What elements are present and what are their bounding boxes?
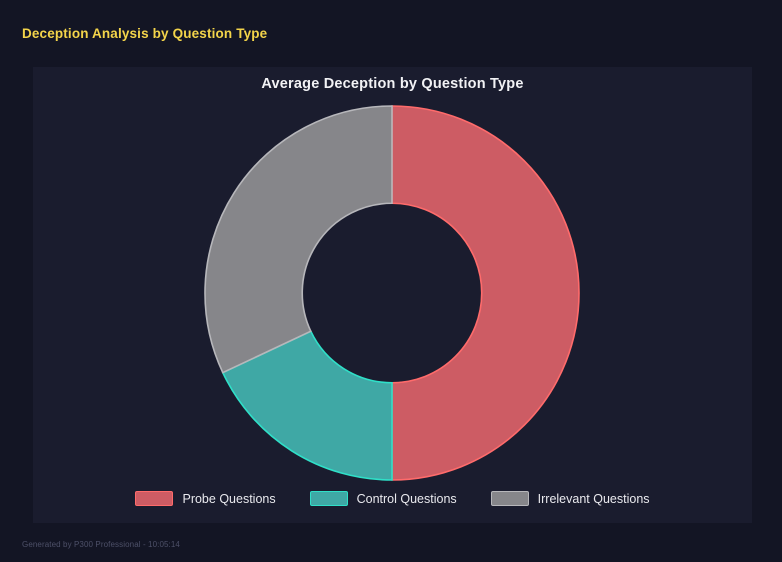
legend-label: Control Questions <box>356 491 457 506</box>
legend-swatch <box>135 491 174 506</box>
page-header: Deception Analysis by Question Type <box>0 0 782 67</box>
chart-card: Average Deception by Question Type Probe… <box>33 67 752 523</box>
chart-legend: Probe Questions Control Questions Irreleva… <box>33 491 752 506</box>
legend-swatch <box>309 491 348 506</box>
donut-chart <box>33 67 752 481</box>
chart-title: Average Deception by Question Type <box>261 76 524 92</box>
legend-item[interactable]: Control Questions <box>309 491 457 506</box>
legend-item[interactable]: Irrelevant Questions <box>490 491 650 506</box>
legend-label: Probe Questions <box>182 491 276 506</box>
page-title: Deception Analysis by Question Type <box>22 26 268 41</box>
footer-generated-text: Generated by P300 Professional - 10:05:1… <box>22 540 180 549</box>
legend-swatch <box>490 491 529 506</box>
legend-item[interactable]: Probe Questions <box>135 491 276 506</box>
donut-slice[interactable] <box>204 105 393 374</box>
donut-slice-group <box>204 105 580 481</box>
donut-chart-svg <box>204 105 580 481</box>
donut-slice[interactable] <box>221 330 393 481</box>
legend-label: Irrelevant Questions <box>537 491 650 506</box>
donut-slice[interactable] <box>391 105 580 481</box>
